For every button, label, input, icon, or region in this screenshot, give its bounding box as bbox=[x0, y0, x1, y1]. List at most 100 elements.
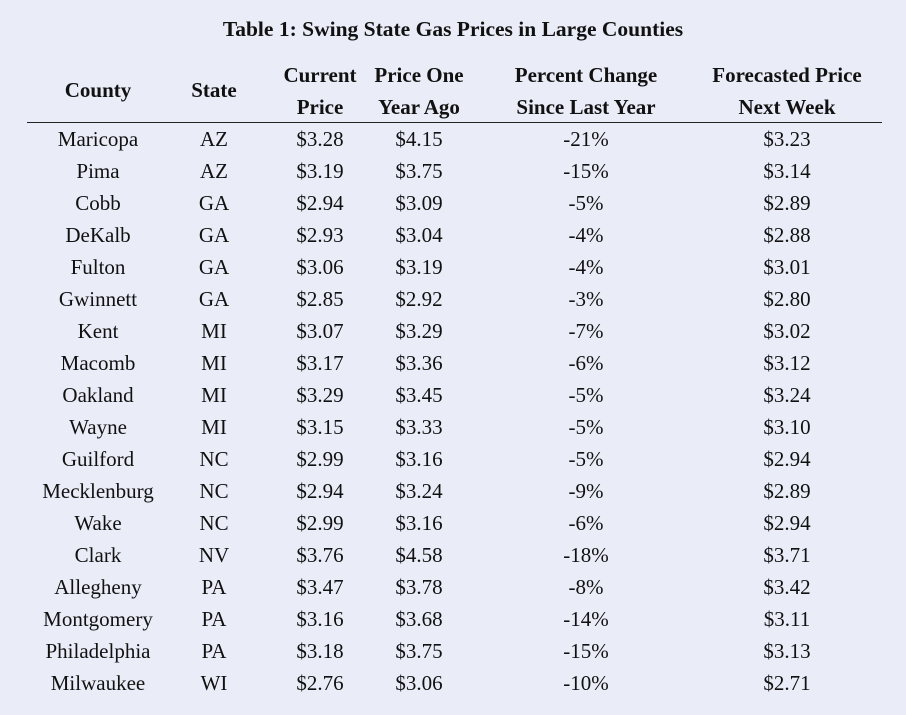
cell-current-price: $3.07 bbox=[296, 319, 344, 343]
cell-county: Gwinnett bbox=[58, 287, 138, 311]
cell-state: MI bbox=[201, 383, 227, 407]
header-year-ago: Price One Year Ago bbox=[366, 60, 472, 123]
cell-forecast: $2.89 bbox=[763, 191, 811, 215]
cell-year-ago-price: $3.06 bbox=[395, 671, 443, 695]
cell-year-ago-price: $3.29 bbox=[395, 319, 443, 343]
cell-current-price: $2.99 bbox=[296, 511, 344, 535]
cell-forecast: $3.71 bbox=[763, 543, 811, 567]
table-row: Oakland MI $3.29 $3.45 -5% $3.24 bbox=[0, 379, 906, 411]
cell-year-ago-price: $4.15 bbox=[395, 127, 443, 151]
cell-year-ago-price: $3.09 bbox=[395, 191, 443, 215]
cell-county: Milwaukee bbox=[50, 671, 146, 695]
cell-year-ago-price: $3.24 bbox=[395, 479, 443, 503]
header-current-line2: Price bbox=[296, 94, 344, 119]
cell-state: WI bbox=[200, 671, 228, 695]
table-row: Guilford NC $2.99 $3.16 -5% $2.94 bbox=[0, 443, 906, 475]
cell-current-price: $3.16 bbox=[296, 607, 344, 631]
cell-state: NC bbox=[199, 447, 229, 471]
table-row: Kent MI $3.07 $3.29 -7% $3.02 bbox=[0, 315, 906, 347]
cell-percent-change: -8% bbox=[568, 575, 604, 599]
cell-state: GA bbox=[198, 191, 230, 215]
cell-current-price: $2.99 bbox=[296, 447, 344, 471]
cell-year-ago-price: $3.16 bbox=[395, 511, 443, 535]
table-row: Wayne MI $3.15 $3.33 -5% $3.10 bbox=[0, 411, 906, 443]
cell-year-ago-price: $3.45 bbox=[395, 383, 443, 407]
cell-current-price: $2.76 bbox=[296, 671, 344, 695]
cell-percent-change: -5% bbox=[568, 191, 604, 215]
header-county: County bbox=[64, 78, 132, 102]
cell-year-ago-price: $3.78 bbox=[395, 575, 443, 599]
header-ago-line1: Price One bbox=[374, 63, 464, 87]
table-row: Cobb GA $2.94 $3.09 -5% $2.89 bbox=[0, 187, 906, 219]
table-row: Mecklenburg NC $2.94 $3.24 -9% $2.89 bbox=[0, 475, 906, 507]
cell-forecast: $3.11 bbox=[763, 607, 811, 631]
cell-state: GA bbox=[198, 223, 230, 247]
header-fore-line2: Next Week bbox=[738, 94, 836, 119]
cell-forecast: $3.12 bbox=[763, 351, 811, 375]
header-forecast: Forecasted Price Next Week bbox=[694, 60, 880, 123]
cell-forecast: $3.42 bbox=[763, 575, 811, 599]
cell-state: AZ bbox=[200, 127, 228, 151]
cell-county: Philadelphia bbox=[45, 639, 151, 663]
cell-state: NC bbox=[199, 479, 229, 503]
cell-state: PA bbox=[201, 575, 227, 599]
cell-percent-change: -7% bbox=[568, 319, 604, 343]
cell-state: MI bbox=[201, 415, 227, 439]
cell-current-price: $2.85 bbox=[296, 287, 344, 311]
cell-county: Guilford bbox=[61, 447, 135, 471]
cell-percent-change: -18% bbox=[563, 543, 609, 567]
header-current-price: Current Price bbox=[264, 60, 376, 123]
cell-year-ago-price: $3.36 bbox=[395, 351, 443, 375]
cell-state: GA bbox=[198, 287, 230, 311]
cell-state: MI bbox=[201, 319, 227, 343]
cell-year-ago-price: $3.19 bbox=[395, 255, 443, 279]
table-header: County State Current Price Price One Yea… bbox=[0, 60, 906, 123]
cell-current-price: $3.19 bbox=[296, 159, 344, 183]
cell-percent-change: -15% bbox=[563, 159, 609, 183]
cell-percent-change: -5% bbox=[568, 383, 604, 407]
cell-current-price: $3.15 bbox=[296, 415, 344, 439]
header-state: State bbox=[191, 78, 237, 102]
header-current-line1: Current bbox=[283, 63, 357, 87]
cell-percent-change: -15% bbox=[563, 639, 609, 663]
table-row: Clark NV $3.76 $4.58 -18% $3.71 bbox=[0, 539, 906, 571]
cell-percent-change: -4% bbox=[568, 223, 604, 247]
cell-county: Montgomery bbox=[43, 607, 153, 631]
cell-state: MI bbox=[201, 351, 227, 375]
cell-forecast: $3.14 bbox=[763, 159, 811, 183]
cell-forecast: $2.71 bbox=[763, 671, 811, 695]
cell-current-price: $3.06 bbox=[296, 255, 344, 279]
cell-county: Fulton bbox=[70, 255, 126, 279]
cell-state: PA bbox=[201, 639, 227, 663]
cell-current-price: $3.17 bbox=[296, 351, 344, 375]
header-pct-line2: Since Last Year bbox=[516, 94, 656, 119]
cell-forecast: $2.88 bbox=[763, 223, 811, 247]
cell-county: Maricopa bbox=[57, 127, 139, 151]
cell-year-ago-price: $3.75 bbox=[395, 639, 443, 663]
cell-state: GA bbox=[198, 255, 230, 279]
cell-current-price: $2.94 bbox=[296, 479, 344, 503]
cell-current-price: $3.47 bbox=[296, 575, 344, 599]
cell-forecast: $3.24 bbox=[763, 383, 811, 407]
table-row: Fulton GA $3.06 $3.19 -4% $3.01 bbox=[0, 251, 906, 283]
header-fore-line1: Forecasted Price bbox=[712, 63, 862, 87]
cell-forecast: $2.94 bbox=[763, 511, 811, 535]
cell-state: AZ bbox=[200, 159, 228, 183]
cell-percent-change: -9% bbox=[568, 479, 604, 503]
cell-state: NV bbox=[198, 543, 230, 567]
cell-percent-change: -6% bbox=[568, 511, 604, 535]
cell-current-price: $2.93 bbox=[296, 223, 344, 247]
cell-current-price: $3.28 bbox=[296, 127, 344, 151]
cell-forecast: $2.80 bbox=[763, 287, 811, 311]
table-row: Maricopa AZ $3.28 $4.15 -21% $3.23 bbox=[0, 123, 906, 155]
header-rule bbox=[27, 122, 882, 123]
cell-percent-change: -21% bbox=[563, 127, 609, 151]
cell-state: NC bbox=[199, 511, 229, 535]
cell-percent-change: -4% bbox=[568, 255, 604, 279]
cell-forecast: $3.13 bbox=[763, 639, 811, 663]
cell-percent-change: -6% bbox=[568, 351, 604, 375]
cell-percent-change: -3% bbox=[568, 287, 604, 311]
cell-county: Cobb bbox=[75, 191, 121, 215]
cell-state: PA bbox=[201, 607, 227, 631]
cell-current-price: $2.94 bbox=[296, 191, 344, 215]
